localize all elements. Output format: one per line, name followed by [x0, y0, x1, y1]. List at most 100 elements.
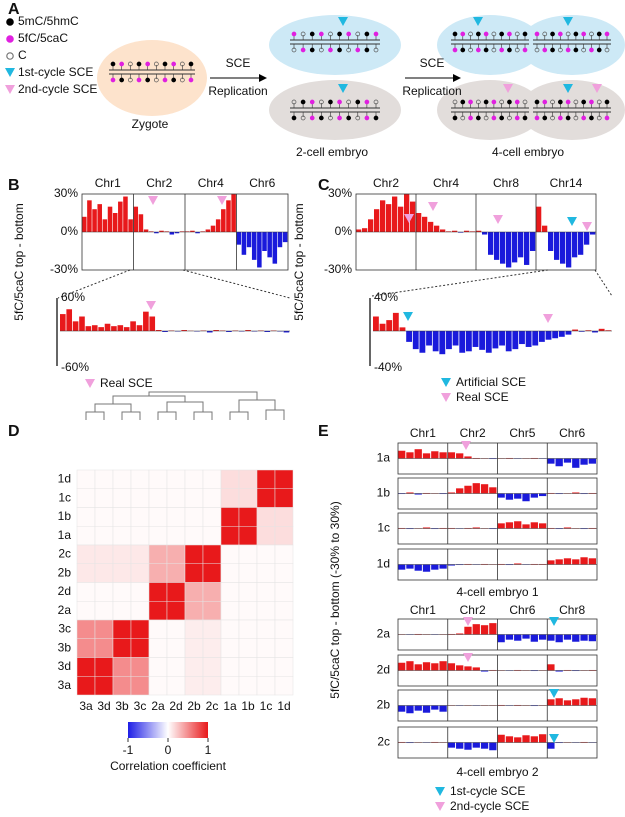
bar — [373, 316, 379, 331]
bar — [154, 232, 159, 234]
dna-site — [452, 115, 458, 121]
bar — [464, 456, 472, 459]
bar — [447, 742, 456, 748]
bar — [585, 330, 592, 331]
dna-site — [565, 99, 571, 105]
bar — [205, 229, 211, 232]
sce-marker — [592, 84, 602, 93]
bar — [118, 201, 123, 232]
group-label: Chr2 — [373, 176, 399, 190]
heatmap-cell — [184, 638, 204, 658]
bar — [169, 232, 175, 235]
dna-site — [291, 47, 297, 53]
heatmap-cell — [94, 526, 114, 546]
heatmap-cell — [256, 676, 276, 696]
bar — [128, 219, 133, 232]
bar — [416, 213, 422, 232]
sce-marker — [148, 196, 158, 205]
zoom-guide — [182, 269, 291, 299]
bar — [555, 458, 563, 467]
bar — [241, 232, 247, 255]
bar — [236, 232, 242, 245]
bar — [472, 331, 479, 347]
bar — [386, 320, 393, 331]
dna-site — [309, 115, 315, 121]
bar — [485, 331, 492, 353]
bar — [422, 527, 431, 529]
bar — [162, 331, 168, 332]
heatmap-cell — [130, 469, 150, 489]
heatmap-cell — [94, 582, 114, 602]
heatmap-cell — [274, 526, 294, 546]
bar — [480, 742, 489, 749]
bar — [432, 331, 439, 352]
legend-label: 5mC/5hmC — [18, 14, 79, 28]
sce-marker — [146, 301, 156, 310]
bar — [92, 209, 97, 232]
dna-site — [153, 77, 159, 83]
sce-marker — [503, 84, 513, 93]
bar — [72, 321, 79, 331]
bar — [598, 328, 605, 331]
heatmap-cell — [220, 507, 240, 527]
heatmap-cell — [76, 507, 96, 527]
heatmap-cell — [112, 638, 132, 658]
y-tick-label: 0% — [61, 224, 79, 238]
bar — [580, 697, 588, 706]
bar — [174, 232, 180, 234]
cell — [519, 80, 625, 140]
bar — [505, 736, 514, 743]
sce-marker — [403, 312, 413, 321]
heatmap-cell — [238, 507, 258, 527]
bar — [422, 216, 428, 232]
sce-marker — [563, 17, 573, 26]
legend-marker — [6, 52, 14, 60]
bar — [410, 201, 416, 232]
bar — [282, 232, 288, 243]
heatmap-cell — [238, 469, 258, 489]
bar — [85, 326, 92, 331]
heatmap-cell — [202, 469, 222, 489]
heatmap-cell — [256, 601, 276, 621]
row-label: 1b — [58, 509, 72, 523]
dna-site — [507, 47, 512, 53]
heatmap-cell — [256, 638, 276, 658]
bar — [592, 331, 598, 333]
heatmap-cell — [94, 657, 114, 677]
column-label: 3b — [115, 699, 129, 713]
row-label: 2b — [58, 565, 72, 579]
heatmap-cell — [184, 619, 204, 639]
column-label: 2a — [151, 699, 165, 713]
legend-label: 1st-cycle SCE — [450, 784, 525, 798]
dna-site — [364, 99, 370, 105]
heatmap-cell — [274, 488, 294, 508]
bar — [572, 699, 580, 706]
bar — [572, 634, 580, 642]
bar — [522, 493, 530, 502]
heatmap-cell — [184, 469, 204, 489]
legend-marker — [85, 379, 95, 388]
heatmap-cell — [220, 657, 240, 677]
bar — [524, 232, 530, 265]
dna-site — [300, 115, 306, 121]
dna-site — [171, 61, 177, 67]
bar — [518, 232, 524, 258]
dna-site — [300, 47, 306, 53]
heatmap-cell — [274, 638, 294, 658]
track-label: 2d — [377, 663, 390, 677]
bar — [117, 325, 124, 331]
bar — [439, 331, 446, 355]
heatmap-cell — [148, 526, 168, 546]
heatmap-cell — [184, 601, 204, 621]
heatmap-cell — [130, 676, 150, 696]
bar — [414, 493, 422, 495]
heatmap-cell — [184, 488, 204, 508]
dna-site — [514, 31, 520, 37]
heatmap-cell — [130, 526, 150, 546]
bar — [392, 312, 399, 331]
colorbar-label: Correlation coefficient — [110, 759, 227, 773]
column-label: 3d — [97, 699, 110, 713]
heatmap-cell — [166, 488, 186, 508]
bar — [470, 231, 476, 232]
bar — [447, 452, 456, 459]
